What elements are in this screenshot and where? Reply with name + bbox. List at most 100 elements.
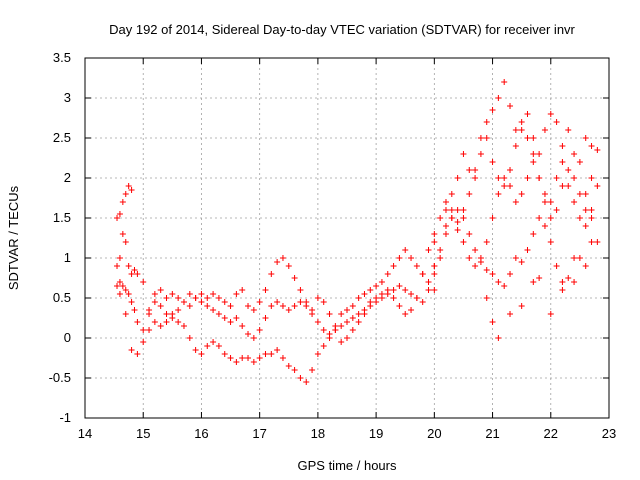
data-point [128,299,135,305]
data-point [128,347,135,353]
data-point [413,295,420,301]
data-point [594,239,601,245]
data-point [268,303,275,309]
data-point [559,287,566,293]
data-point [559,143,566,149]
chart-title: Day 192 of 2014, Sidereal Day-to-day VTE… [109,22,575,37]
data-point [402,287,409,293]
data-point [495,95,502,101]
data-point [116,279,123,285]
data-point [314,351,321,357]
data-point [373,295,380,301]
data-point [256,327,263,333]
data-point [114,263,121,269]
data-point [588,207,595,213]
data-point [576,159,583,165]
data-point [279,303,286,309]
data-point [507,103,514,109]
data-point [477,135,484,141]
data-point [361,311,368,317]
data-points [114,79,601,385]
y-tick-label: 2.5 [53,130,71,145]
data-point [501,79,508,85]
data-point [524,135,531,141]
axes: 14 15 16 17 18 19 20 21 22 23 -1 -0.5 0 0.5 1 1.5 2 2.5 3 3… [49,50,617,441]
data-point [146,311,153,317]
data-point [518,259,525,265]
data-point [390,287,397,293]
data-point [472,167,479,173]
data-point [250,335,257,341]
data-point [128,187,135,193]
data-point [495,335,502,341]
data-point [204,303,211,309]
data-point [198,351,205,357]
data-point [431,231,438,237]
data-point [134,319,141,325]
data-point [541,199,548,205]
data-point [291,275,298,281]
data-point [442,199,449,205]
data-point [565,275,572,281]
data-point [565,167,572,173]
data-point [402,311,409,317]
data-point [541,191,548,197]
data-point [518,191,525,197]
data-point [125,263,132,269]
data-point [146,327,153,333]
data-point [192,347,199,353]
data-point [477,259,484,265]
data-point [553,175,560,181]
data-point [274,347,281,353]
x-tick-label: 16 [194,426,208,441]
data-point [582,263,589,269]
data-point [125,291,132,297]
data-point [215,311,222,317]
data-point [204,343,211,349]
data-point [588,239,595,245]
data-point [320,299,327,305]
data-point [501,175,508,181]
data-point [262,315,269,321]
data-point [576,255,583,261]
data-point [454,175,461,181]
y-tick-label: 0 [64,330,71,345]
data-point [489,319,496,325]
data-point [413,263,420,269]
data-point [495,175,502,181]
data-point [448,207,455,213]
data-point [559,183,566,189]
data-point [131,267,138,273]
data-point [483,295,490,301]
data-point [547,239,554,245]
data-point [408,291,415,297]
data-point [274,299,281,305]
data-point [116,291,123,297]
data-point [186,335,193,341]
data-point [530,279,537,285]
data-point [571,175,578,181]
data-point [384,271,391,277]
data-point [553,119,560,125]
data-point [442,231,449,237]
data-point [114,215,121,221]
x-tick-label: 17 [252,426,266,441]
data-point [285,307,292,313]
data-point [582,191,589,197]
data-point [524,111,531,117]
data-point [169,315,176,321]
data-point [390,295,397,301]
data-point [530,135,537,141]
y-tick-label: 3.5 [53,50,71,65]
data-point [250,359,257,365]
data-point [466,231,473,237]
data-point [320,343,327,349]
data-point [425,279,432,285]
data-point [530,151,537,157]
data-point [524,175,531,181]
data-point [501,283,508,289]
data-point [157,303,164,309]
data-point [437,255,444,261]
data-point [571,255,578,261]
data-point [210,291,217,297]
